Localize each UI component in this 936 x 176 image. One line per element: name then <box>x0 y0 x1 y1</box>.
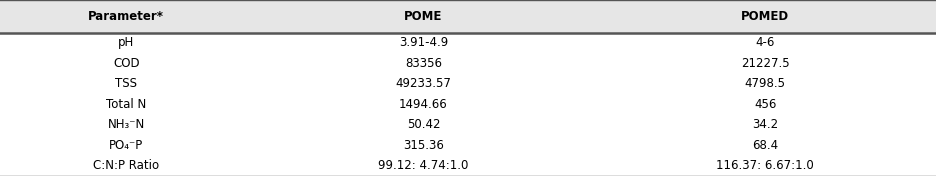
Text: POMED: POMED <box>741 10 789 23</box>
Text: 116.37: 6.67:1.0: 116.37: 6.67:1.0 <box>716 159 814 172</box>
Text: 68.4: 68.4 <box>753 139 778 152</box>
Text: 34.2: 34.2 <box>753 118 778 131</box>
Bar <box>0 0 936 33</box>
Text: Total N: Total N <box>106 98 147 111</box>
Text: TSS: TSS <box>115 77 138 90</box>
Text: pH: pH <box>118 36 135 49</box>
Text: 49233.57: 49233.57 <box>396 77 451 90</box>
Text: Parameter*: Parameter* <box>88 10 165 23</box>
Text: PO₄⁻P: PO₄⁻P <box>110 139 143 152</box>
Text: 21227.5: 21227.5 <box>741 57 789 70</box>
Text: 456: 456 <box>754 98 776 111</box>
Text: 83356: 83356 <box>405 57 442 70</box>
Text: 1494.66: 1494.66 <box>399 98 448 111</box>
Text: 99.12: 4.74:1.0: 99.12: 4.74:1.0 <box>378 159 469 172</box>
Text: 4-6: 4-6 <box>755 36 775 49</box>
Text: 50.42: 50.42 <box>407 118 440 131</box>
Text: COD: COD <box>113 57 139 70</box>
Text: C:N:P Ratio: C:N:P Ratio <box>94 159 159 172</box>
Text: 3.91-4.9: 3.91-4.9 <box>399 36 448 49</box>
Text: NH₃⁻N: NH₃⁻N <box>108 118 145 131</box>
Text: 315.36: 315.36 <box>403 139 444 152</box>
Text: 4798.5: 4798.5 <box>745 77 785 90</box>
Text: POME: POME <box>404 10 443 23</box>
